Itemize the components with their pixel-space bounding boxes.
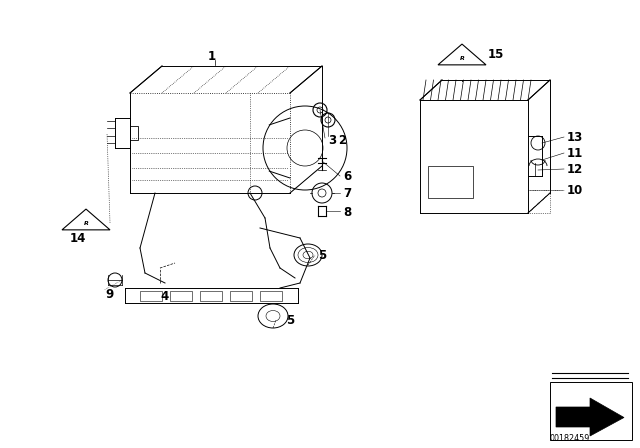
- Text: 11: 11: [567, 146, 583, 159]
- Text: 1: 1: [208, 49, 216, 63]
- Text: 6: 6: [343, 169, 351, 182]
- Text: 5: 5: [318, 249, 326, 262]
- Text: R: R: [84, 221, 88, 226]
- Bar: [200, 291, 222, 301]
- Text: 4: 4: [160, 289, 168, 302]
- Bar: [428, 166, 473, 198]
- Bar: [230, 291, 252, 301]
- Text: R: R: [460, 56, 465, 61]
- Text: 2: 2: [338, 134, 346, 146]
- Text: 8: 8: [343, 206, 351, 219]
- Text: 10: 10: [567, 184, 583, 197]
- Text: 12: 12: [567, 163, 583, 176]
- Text: 5: 5: [286, 314, 294, 327]
- Bar: [260, 291, 282, 301]
- Text: 3: 3: [328, 134, 336, 146]
- Text: 15: 15: [488, 47, 504, 60]
- Polygon shape: [556, 398, 624, 436]
- Bar: [170, 291, 192, 301]
- Text: 9: 9: [105, 288, 113, 301]
- Text: 7: 7: [343, 186, 351, 199]
- Bar: [140, 291, 162, 301]
- Text: 00182459: 00182459: [550, 434, 590, 443]
- Bar: [550, 382, 632, 440]
- Text: 13: 13: [567, 130, 583, 143]
- Text: 14: 14: [70, 232, 86, 245]
